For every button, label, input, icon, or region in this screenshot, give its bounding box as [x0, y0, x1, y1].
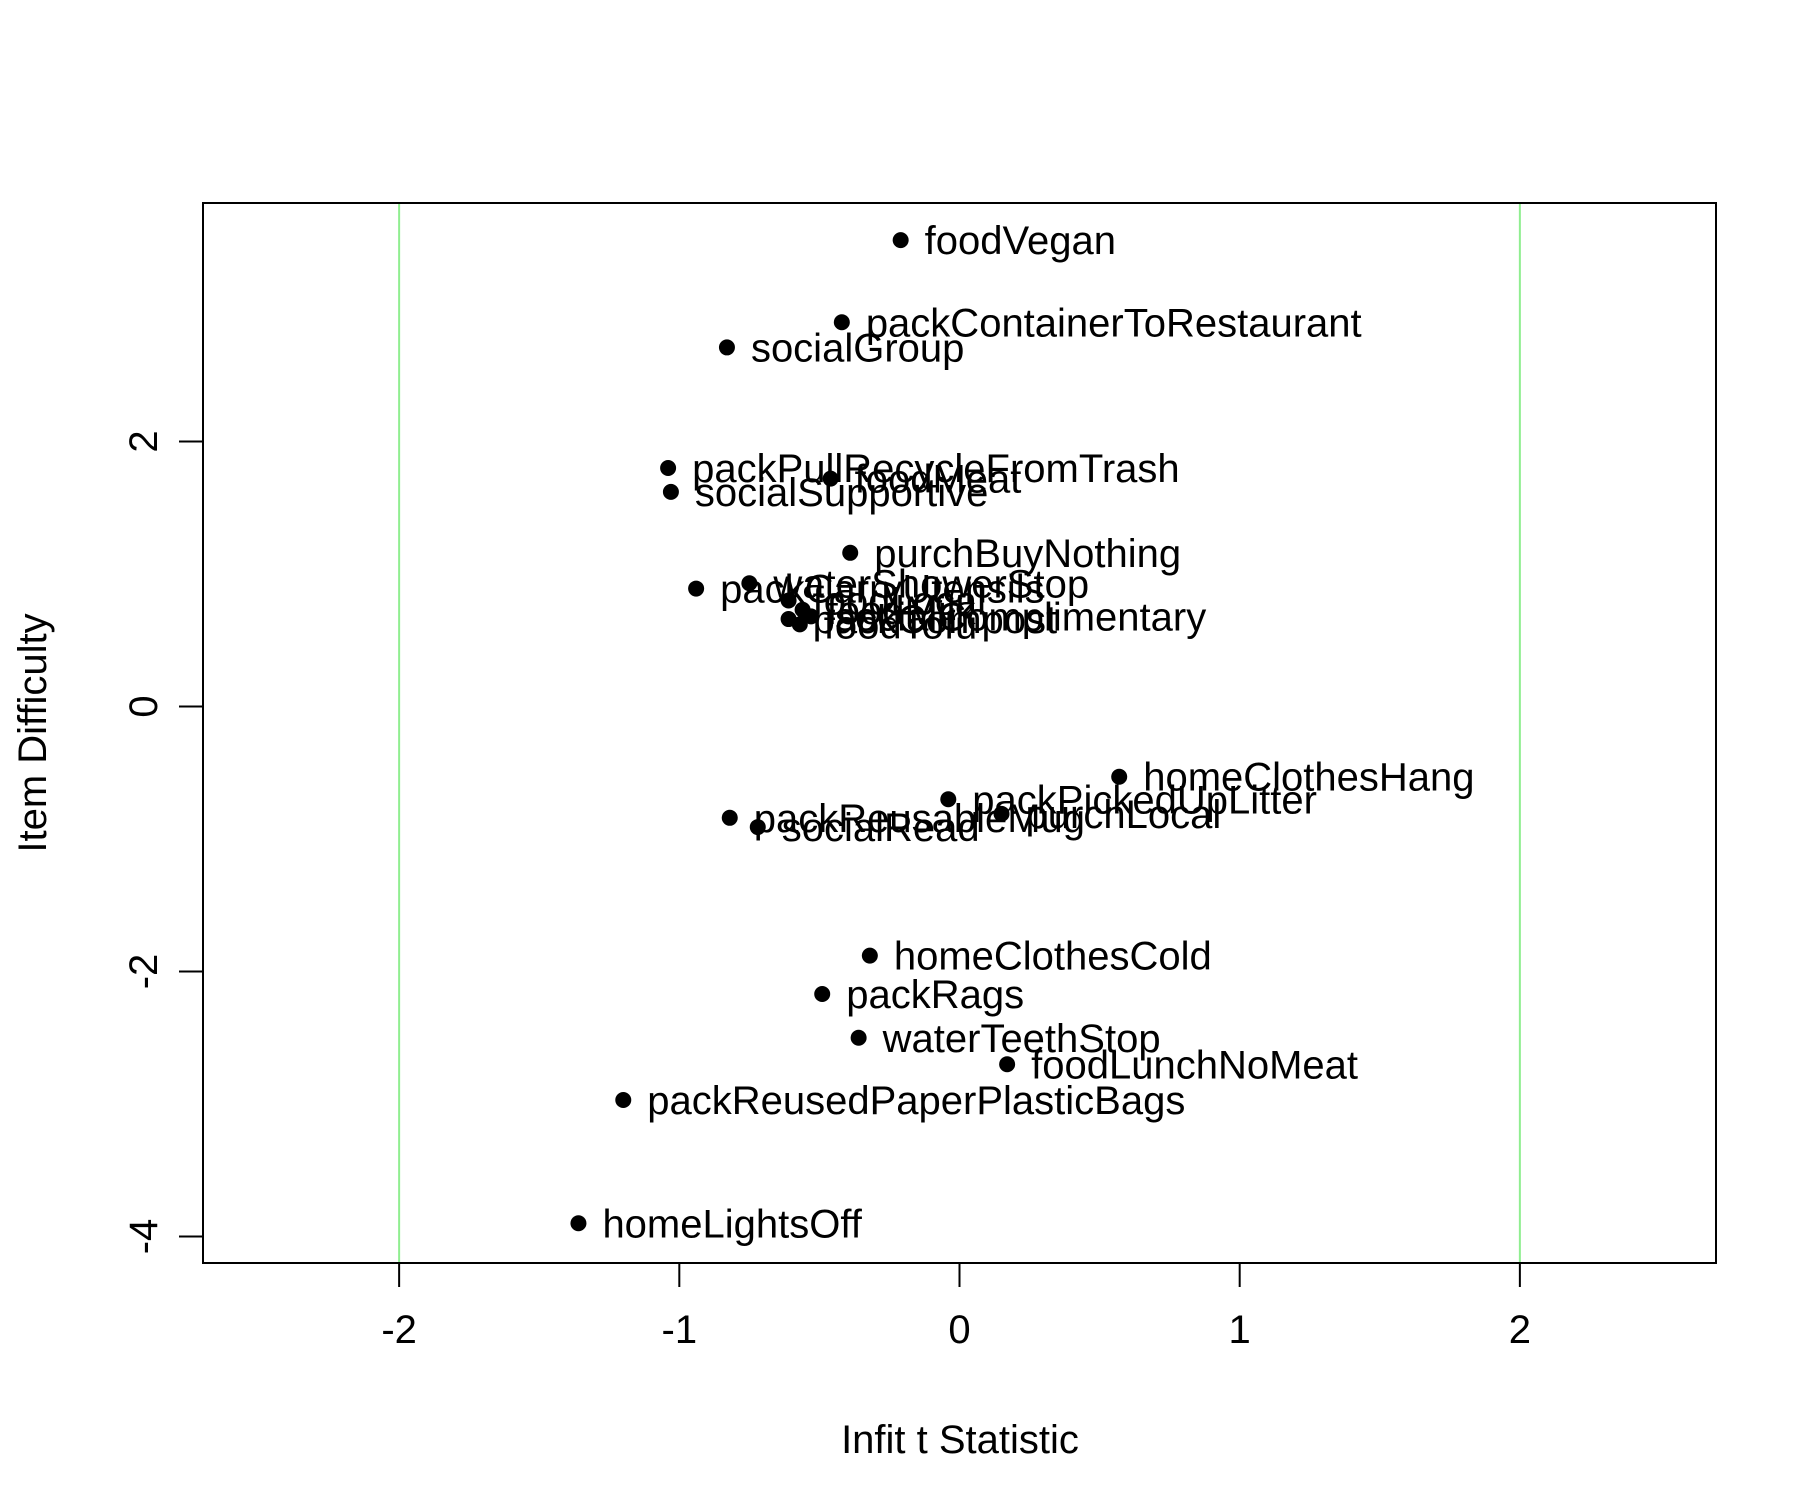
- data-point: [842, 544, 859, 561]
- point-label: packPickedUpLitter: [972, 778, 1317, 822]
- x-axis: -2 -1 0 1 2: [381, 1262, 1531, 1352]
- data-point: [780, 592, 797, 609]
- y-axis-title: Item Difficulty: [11, 613, 55, 852]
- point-label: packReusableMug: [754, 797, 1085, 841]
- point-label: waterTeethStop: [882, 1017, 1161, 1061]
- data-point: [993, 805, 1010, 822]
- data-point: [822, 470, 839, 487]
- x-tick-label: -2: [381, 1308, 417, 1352]
- data-point: [861, 947, 878, 964]
- point-labels: foodVeganpackContainerToRestaurantsocial…: [602, 219, 1474, 1246]
- data-point: [615, 1092, 632, 1109]
- point-label: waterShowerStop: [772, 562, 1089, 606]
- point-label: foodLunchNoMeat: [1031, 1043, 1358, 1087]
- point-label: socialComplimentary: [835, 595, 1206, 639]
- point-label: socialGroup: [751, 326, 964, 370]
- point-label: packCompost: [813, 598, 1058, 642]
- data-point: [570, 1215, 587, 1232]
- point-label: homeClothesHang: [1143, 756, 1474, 800]
- point-label: foodTofu: [824, 603, 977, 647]
- point-label: packContainerToRestaurant: [866, 301, 1362, 345]
- y-tick-label: 0: [122, 695, 166, 717]
- reference-lines: [398, 203, 1521, 1263]
- point-label: packPullRecycleFromTrash: [692, 447, 1180, 491]
- x-tick-label: 2: [1509, 1308, 1531, 1352]
- point-label: foodMeat: [855, 458, 1022, 502]
- data-point: [660, 460, 677, 476]
- data-point: [688, 580, 705, 597]
- point-label: purchLocal: [1026, 793, 1222, 837]
- point-label: homeLightsOff: [602, 1202, 862, 1246]
- x-tick-label: 0: [948, 1308, 970, 1352]
- data-point: [833, 314, 850, 331]
- y-tick-label: -4: [122, 1219, 166, 1255]
- data-point: [718, 339, 735, 356]
- point-label: foodMilk: [827, 589, 977, 633]
- data-point: [749, 819, 766, 836]
- point-label: homeClothesCold: [894, 935, 1212, 979]
- point-label: packCarryUtensils: [720, 568, 1045, 612]
- data-point: [999, 1056, 1016, 1073]
- y-tick-label: 2: [122, 430, 166, 452]
- x-tick-label: 1: [1229, 1308, 1251, 1352]
- y-tick-label: -2: [122, 954, 166, 990]
- data-point: [662, 483, 679, 500]
- point-label: purchBuyNothing: [874, 532, 1181, 576]
- point-label: socialSupportive: [695, 471, 989, 515]
- x-tick-label: -1: [662, 1308, 698, 1352]
- data-point: [940, 791, 957, 808]
- point-label: socialRead: [782, 806, 980, 850]
- data-point: [1111, 768, 1128, 785]
- data-point: [892, 232, 909, 249]
- y-axis: -4 -2 0 2: [122, 430, 204, 1255]
- data-point: [803, 608, 820, 625]
- data-point: [814, 986, 831, 1003]
- data-points: [570, 232, 1128, 1232]
- point-label: packReusedPaperPlasticBags: [647, 1079, 1185, 1123]
- data-point: [741, 575, 758, 592]
- data-point: [850, 1029, 867, 1046]
- data-point: [791, 616, 808, 633]
- point-label: foodVegan: [925, 219, 1116, 263]
- x-axis-title: Infit t Statistic: [841, 1418, 1079, 1462]
- point-label: packRags: [846, 973, 1024, 1017]
- data-point: [721, 809, 738, 826]
- point-label: foodLocal: [813, 580, 986, 624]
